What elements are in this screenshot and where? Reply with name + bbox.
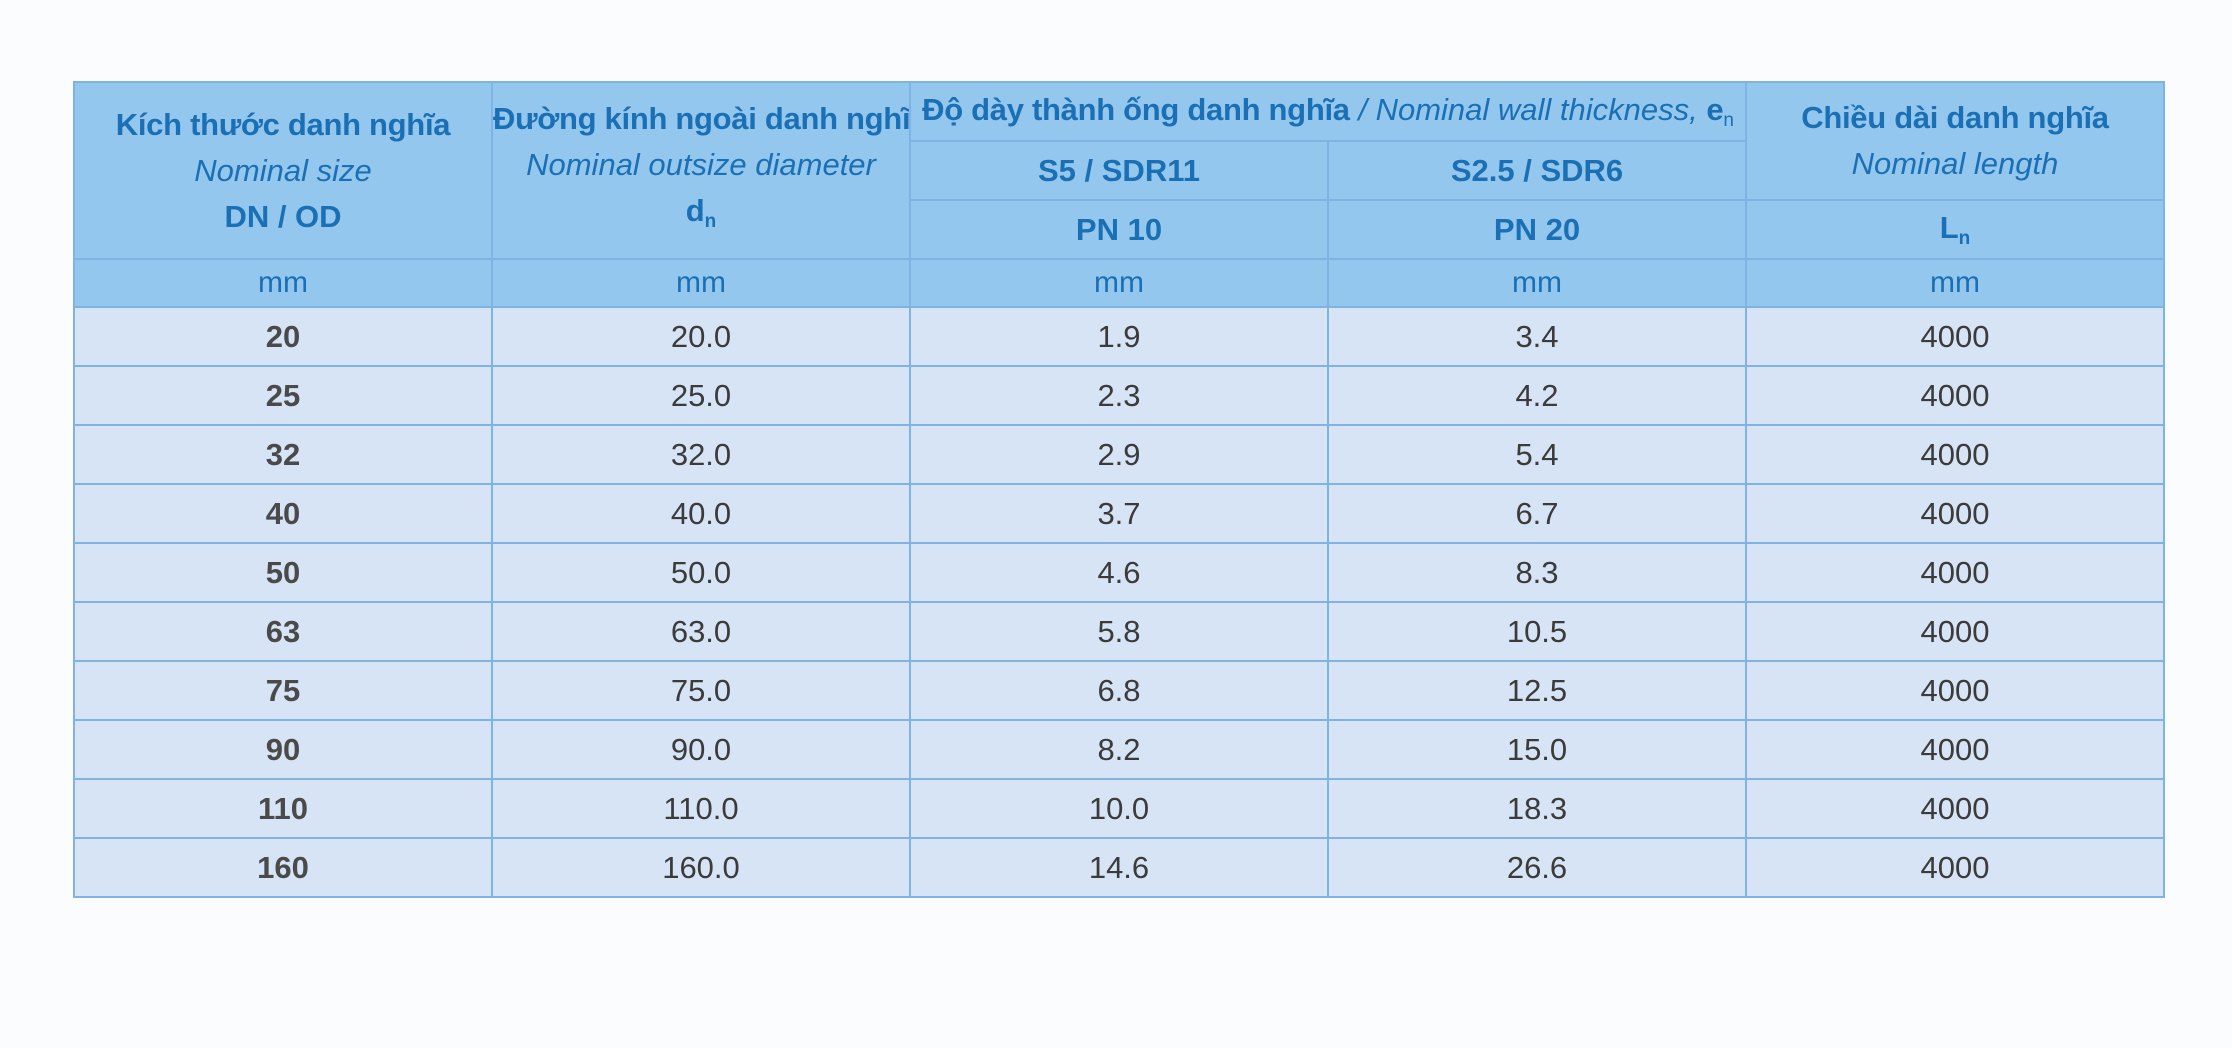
- cell-od: 40.0: [491, 483, 911, 544]
- header-series-s5: S5 / SDR11: [909, 140, 1329, 201]
- cell-od: 160.0: [491, 837, 911, 898]
- cell-dn: 20: [73, 306, 493, 367]
- unit-cell: mm: [491, 258, 911, 308]
- header-series-s25: S2.5 / SDR6: [1327, 140, 1747, 201]
- cell-dn: 25: [73, 365, 493, 426]
- header-pressure-pn20: PN 20: [1327, 199, 1747, 260]
- wall-thickness-separator: /: [1349, 91, 1376, 127]
- nominal-size-vi: Kích thước danh nghĩa: [115, 106, 451, 142]
- cell-od: 20.0: [491, 306, 911, 367]
- table-header: Kích thước danh nghĩa Nominal size DN / …: [73, 81, 2165, 308]
- table-row: 25 25.0 2.3 4.2 4000: [73, 365, 2165, 426]
- table-row: 160 160.0 14.6 26.6 4000: [73, 837, 2165, 898]
- cell-s5: 14.6: [909, 837, 1329, 898]
- table-row: 90 90.0 8.2 15.0 4000: [73, 719, 2165, 780]
- table-row: 40 40.0 3.7 6.7 4000: [73, 483, 2165, 544]
- cell-s5: 6.8: [909, 660, 1329, 721]
- cell-s25: 5.4: [1327, 424, 1747, 485]
- cell-s25: 8.3: [1327, 542, 1747, 603]
- wall-thickness-vi: Độ dày thành ống danh nghĩa: [922, 91, 1350, 127]
- table-row: 63 63.0 5.8 10.5 4000: [73, 601, 2165, 662]
- cell-od: 90.0: [491, 719, 911, 780]
- cell-s25: 4.2: [1327, 365, 1747, 426]
- cell-length: 4000: [1745, 306, 2165, 367]
- cell-s25: 3.4: [1327, 306, 1747, 367]
- cell-dn: 90: [73, 719, 493, 780]
- pipe-spec-table-container: Kích thước danh nghĩa Nominal size DN / …: [73, 81, 2165, 898]
- cell-s5: 8.2: [909, 719, 1329, 780]
- cell-dn: 110: [73, 778, 493, 839]
- cell-s25: 15.0: [1327, 719, 1747, 780]
- table-row: 20 20.0 1.9 3.4 4000: [73, 306, 2165, 367]
- symbol-e-sub: n: [1723, 109, 1734, 131]
- cell-od: 63.0: [491, 601, 911, 662]
- header-wall-thickness: Độ dày thành ống danh nghĩa / Nominal wa…: [909, 81, 1747, 142]
- cell-length: 4000: [1745, 483, 2165, 544]
- symbol-d-sub: n: [704, 211, 717, 232]
- wall-thickness-en: Nominal wall thickness,: [1375, 91, 1707, 127]
- cell-od: 75.0: [491, 660, 911, 721]
- cell-length: 4000: [1745, 837, 2165, 898]
- unit-cell: mm: [73, 258, 493, 308]
- nominal-size-code: DN / OD: [224, 198, 342, 234]
- cell-s5: 4.6: [909, 542, 1329, 603]
- symbol-l: L: [1939, 209, 1959, 245]
- unit-cell: mm: [1745, 258, 2165, 308]
- cell-dn: 75: [73, 660, 493, 721]
- cell-s5: 5.8: [909, 601, 1329, 662]
- symbol-l-sub: n: [1958, 227, 1971, 249]
- table-row: 75 75.0 6.8 12.5 4000: [73, 660, 2165, 721]
- outside-diameter-vi: Đường kính ngoài danh nghĩa: [493, 101, 910, 136]
- cell-od: 50.0: [491, 542, 911, 603]
- header-nominal-length: Chiều dài danh nghĩa Nominal length: [1745, 81, 2165, 201]
- table-row: 110 110.0 10.0 18.3 4000: [73, 778, 2165, 839]
- cell-s25: 10.5: [1327, 601, 1747, 662]
- nominal-size-en: Nominal size: [194, 152, 372, 188]
- header-pressure-pn10: PN 10: [909, 199, 1329, 260]
- cell-dn: 40: [73, 483, 493, 544]
- cell-length: 4000: [1745, 601, 2165, 662]
- cell-s5: 1.9: [909, 306, 1329, 367]
- cell-s25: 18.3: [1327, 778, 1747, 839]
- table-row: 32 32.0 2.9 5.4 4000: [73, 424, 2165, 485]
- table-body: 20 20.0 1.9 3.4 4000 25 25.0 2.3 4.2 4000 32 32.0…: [73, 306, 2165, 898]
- cell-length: 4000: [1745, 719, 2165, 780]
- unit-cell: mm: [1327, 258, 1747, 308]
- cell-dn: 160: [73, 837, 493, 898]
- unit-cell: mm: [909, 258, 1329, 308]
- header-nominal-size: Kích thước danh nghĩa Nominal size DN / …: [73, 81, 493, 260]
- cell-dn: 32: [73, 424, 493, 485]
- cell-length: 4000: [1745, 424, 2165, 485]
- cell-length: 4000: [1745, 365, 2165, 426]
- header-length-symbol: Ln: [1745, 199, 2165, 260]
- symbol-d: d: [685, 193, 705, 228]
- cell-od: 25.0: [491, 365, 911, 426]
- nominal-length-vi: Chiều dài danh nghĩa: [1801, 100, 2109, 135]
- cell-dn: 63: [73, 601, 493, 662]
- header-outside-diameter: Đường kính ngoài danh nghĩa Nominal outs…: [491, 81, 911, 260]
- cell-s5: 2.3: [909, 365, 1329, 426]
- pipe-spec-table: Kích thước danh nghĩa Nominal size DN / …: [73, 81, 2165, 898]
- cell-length: 4000: [1745, 778, 2165, 839]
- nominal-length-en: Nominal length: [1851, 146, 2059, 181]
- cell-s25: 6.7: [1327, 483, 1747, 544]
- cell-od: 110.0: [491, 778, 911, 839]
- cell-s5: 3.7: [909, 483, 1329, 544]
- symbol-e: e: [1706, 91, 1724, 127]
- cell-s5: 10.0: [909, 778, 1329, 839]
- outside-diameter-symbol: dn: [494, 188, 908, 245]
- cell-length: 4000: [1745, 542, 2165, 603]
- cell-dn: 50: [73, 542, 493, 603]
- cell-s25: 26.6: [1327, 837, 1747, 898]
- cell-length: 4000: [1745, 660, 2165, 721]
- cell-s5: 2.9: [909, 424, 1329, 485]
- outside-diameter-en: Nominal outsize diameter: [526, 147, 876, 182]
- table-row: 50 50.0 4.6 8.3 4000: [73, 542, 2165, 603]
- cell-s25: 12.5: [1327, 660, 1747, 721]
- cell-od: 32.0: [491, 424, 911, 485]
